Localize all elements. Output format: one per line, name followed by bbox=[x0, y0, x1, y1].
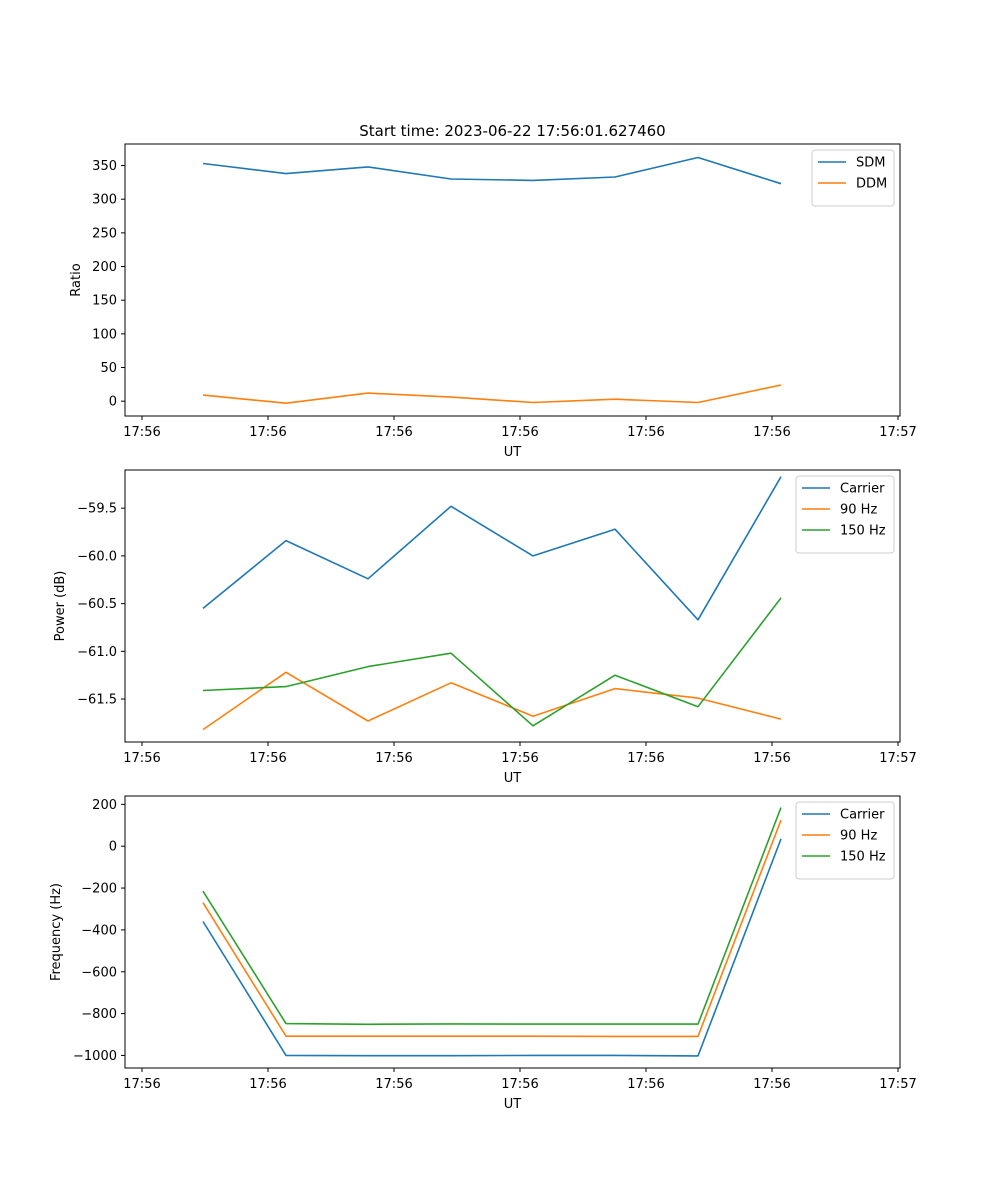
y-tick-label: −200 bbox=[81, 882, 117, 897]
axes-frame bbox=[124, 143, 901, 417]
x-tick-label: 17:57 bbox=[879, 425, 916, 440]
x-tick-label: 17:56 bbox=[375, 425, 412, 440]
y-tick-label: −61.5 bbox=[77, 693, 117, 708]
x-tick-label: 17:56 bbox=[123, 425, 160, 440]
x-tick-label: 17:56 bbox=[627, 751, 664, 766]
x-axis-label: UT bbox=[504, 1097, 522, 1112]
y-axis-label: Ratio bbox=[69, 263, 84, 296]
legend: SDM DDM bbox=[811, 149, 895, 207]
subplot-3: −1000 −800 −600 −400 −200 0 200 17:56 17:56 17:56… bbox=[49, 795, 917, 1112]
series-line-ddm bbox=[202, 384, 782, 405]
series-line-carrier bbox=[202, 476, 782, 621]
axes-frame bbox=[124, 795, 901, 1069]
x-tick-label: 17:56 bbox=[753, 751, 790, 766]
legend-label: 90 Hz bbox=[840, 829, 877, 844]
x-tick-label: 17:56 bbox=[249, 425, 286, 440]
subplot-2: −61.5 −61.0 −60.5 −60.0 −59.5 17:56 17:56 17:56… bbox=[53, 469, 917, 786]
legend: Carrier 90 Hz 150 Hz bbox=[795, 801, 895, 880]
y-tick-label: −61.0 bbox=[77, 645, 117, 660]
y-tick-label: 200 bbox=[92, 260, 117, 275]
y-axis-label: Frequency (Hz) bbox=[49, 883, 64, 981]
x-tick-label: 17:57 bbox=[879, 751, 916, 766]
axes-frame bbox=[124, 469, 901, 743]
x-tick-label: 17:56 bbox=[501, 425, 538, 440]
y-tick-label: −600 bbox=[81, 965, 117, 980]
y-tick-label: −59.5 bbox=[77, 502, 117, 517]
chart-title: Start time: 2023-06-22 17:56:01.627460 bbox=[359, 122, 665, 140]
legend-label: 90 Hz bbox=[840, 503, 877, 518]
x-tick-label: 17:56 bbox=[123, 751, 160, 766]
legend-label: 150 Hz bbox=[840, 524, 886, 539]
legend-label: DDM bbox=[856, 177, 887, 192]
y-tick-label: 0 bbox=[109, 840, 117, 855]
series-line-90-hz bbox=[202, 819, 782, 1038]
legend-label: SDM bbox=[856, 156, 885, 171]
x-axis-label: UT bbox=[504, 771, 522, 786]
y-tick-label: 250 bbox=[92, 226, 117, 241]
y-axis-label: Power (dB) bbox=[53, 571, 68, 642]
y-tick-label: −60.0 bbox=[77, 549, 117, 564]
x-tick-label: 17:56 bbox=[249, 751, 286, 766]
legend-box bbox=[811, 149, 895, 207]
y-tick-label: 200 bbox=[92, 798, 117, 813]
legend-label: Carrier bbox=[840, 482, 885, 497]
series-line-150-hz bbox=[202, 807, 782, 1026]
x-tick-label: 17:56 bbox=[375, 1077, 412, 1092]
legend-box bbox=[795, 475, 895, 554]
x-tick-label: 17:56 bbox=[501, 1077, 538, 1092]
y-tick-label: 350 bbox=[92, 159, 117, 174]
y-tick-label: 0 bbox=[109, 395, 117, 410]
y-tick-label: −800 bbox=[81, 1007, 117, 1022]
x-tick-label: 17:56 bbox=[123, 1077, 160, 1092]
legend-label: 150 Hz bbox=[840, 850, 886, 865]
y-tick-label: −1000 bbox=[73, 1049, 117, 1064]
legend-label: Carrier bbox=[840, 808, 885, 823]
y-tick-label: 300 bbox=[92, 193, 117, 208]
y-tick-label: 150 bbox=[92, 294, 117, 309]
x-tick-label: 17:57 bbox=[879, 1077, 916, 1092]
series-line-carrier bbox=[202, 838, 782, 1057]
x-tick-label: 17:56 bbox=[753, 1077, 790, 1092]
x-tick-label: 17:56 bbox=[501, 751, 538, 766]
y-tick-label: 100 bbox=[92, 327, 117, 342]
x-tick-label: 17:56 bbox=[627, 425, 664, 440]
series-line-90-hz bbox=[202, 671, 782, 731]
legend: Carrier 90 Hz 150 Hz bbox=[795, 475, 895, 554]
series-line-sdm bbox=[202, 156, 782, 185]
legend-box bbox=[795, 801, 895, 880]
x-tick-label: 17:56 bbox=[249, 1077, 286, 1092]
x-tick-label: 17:56 bbox=[375, 751, 412, 766]
series-line-150-hz bbox=[202, 597, 782, 727]
x-tick-label: 17:56 bbox=[627, 1077, 664, 1092]
y-tick-label: −400 bbox=[81, 923, 117, 938]
y-tick-label: 50 bbox=[100, 361, 117, 376]
x-axis-label: UT bbox=[504, 445, 522, 460]
subplot-1: Start time: 2023-06-22 17:56:01.627460 0 5… bbox=[69, 122, 917, 460]
y-tick-label: −60.5 bbox=[77, 597, 117, 612]
x-tick-label: 17:56 bbox=[753, 425, 790, 440]
